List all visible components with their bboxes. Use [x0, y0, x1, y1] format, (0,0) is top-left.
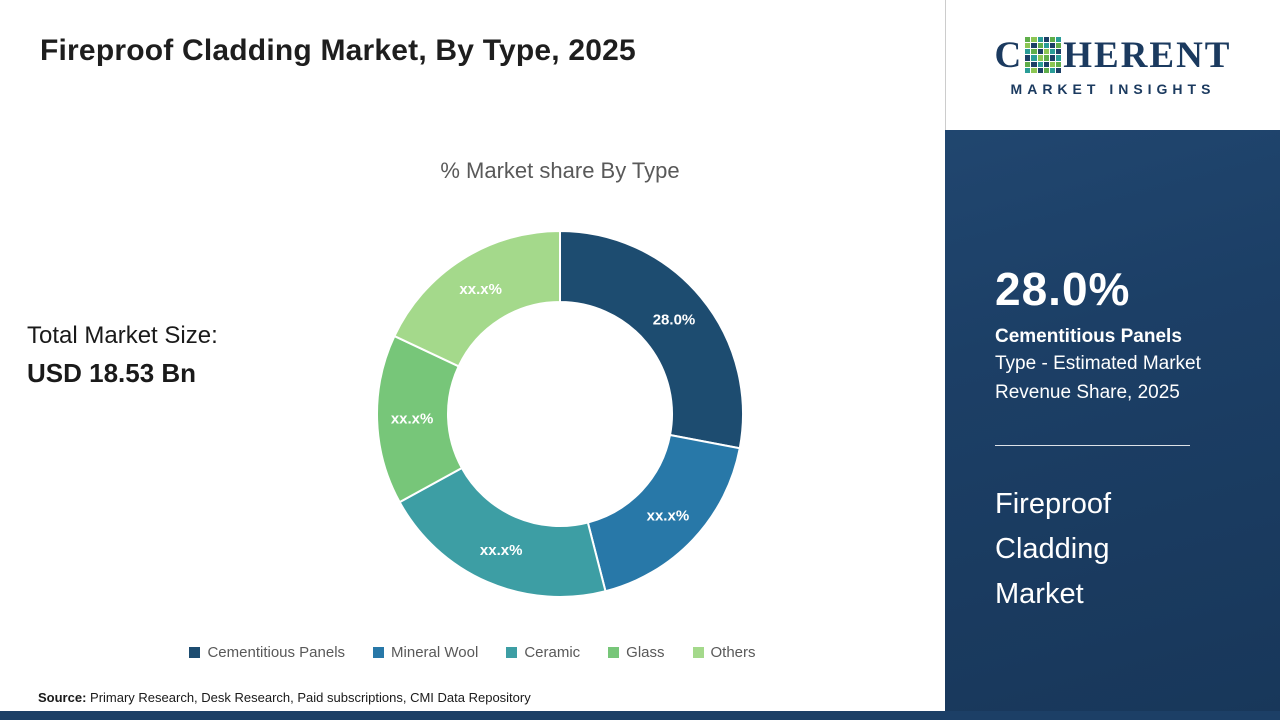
mosaic-cell: [1056, 37, 1062, 43]
donut-segment-label-mineral-wool: xx.x%: [647, 507, 690, 524]
right-sidebar: C HERENT MARKET INSIGHTS 28.0% Cementiti…: [945, 0, 1280, 720]
chart-legend: Cementitious Panels Mineral Wool Ceramic Gl…: [0, 644, 945, 661]
mosaic-cell: [1031, 43, 1037, 49]
mosaic-cell: [1049, 43, 1056, 49]
donut-segment-label-ceramic: xx.x%: [480, 542, 523, 559]
total-market-size-value: USD 18.53 Bn: [27, 358, 197, 388]
mosaic-cell: [1031, 67, 1037, 73]
legend-label-cementitious-panels: Cementitious Panels: [207, 644, 346, 661]
mosaic-cell: [1056, 43, 1062, 49]
mosaic-cell: [1043, 61, 1049, 67]
page-title: Fireproof Cladding Market, By Type, 2025: [40, 34, 636, 67]
legend-label-others: Others: [710, 644, 756, 661]
legend-label-glass: Glass: [626, 644, 665, 661]
mosaic-cell: [1056, 61, 1062, 67]
highlight-percentage: 28.0%: [995, 263, 1131, 315]
logo-letters-rest: HERENT: [1063, 34, 1232, 76]
legend-item-others: Others: [692, 644, 756, 661]
bottom-bar: [0, 711, 1280, 720]
mosaic-cell: [1056, 49, 1062, 55]
source-line: Source: Primary Research, Desk Research,…: [38, 690, 531, 705]
donut-segment-label-others: xx.x%: [459, 281, 502, 298]
mosaic-cell: [1025, 49, 1031, 55]
mosaic-cell: [1037, 43, 1043, 49]
legend-swatch-cementitious-panels: [189, 647, 201, 658]
mosaic-cell: [1031, 37, 1037, 43]
mosaic-cell: [1037, 49, 1043, 55]
mosaic-cell: [1031, 55, 1037, 61]
legend-label-mineral-wool: Mineral Wool: [391, 644, 479, 661]
donut-segment-ceramic: [398, 466, 607, 598]
mosaic-cell: [1043, 37, 1049, 43]
donut-segment-cementitious-panels: [559, 229, 744, 450]
total-market-size-block: Total Market Size: USD 18.53 Bn: [27, 322, 218, 389]
chart-subtitle: % Market share By Type: [440, 158, 680, 183]
sidebar-highlight: 28.0% Cementitious Panels Type - Estimat…: [995, 262, 1245, 617]
sidebar-market-name: Fireproof Cladding Market: [995, 488, 1112, 610]
mosaic-cell: [1043, 43, 1049, 49]
mosaic-cell: [1049, 49, 1056, 55]
logo-tagline: MARKET INSIGHTS: [1010, 80, 1216, 97]
mosaic-cell: [1025, 67, 1031, 73]
mosaic-cell: [1025, 43, 1031, 49]
mosaic-cell: [1049, 61, 1056, 67]
mosaic-cell: [1025, 55, 1031, 61]
chart-panel: Fireproof Cladding Market, By Type, 2025…: [0, 34, 945, 705]
donut-chart-svg: 28.0% xx.x% xx.x% xx.x% xx.x%: [376, 229, 744, 598]
highlight-segment-name: Cementitious Panels: [995, 326, 1182, 347]
donut-segment-others: [393, 229, 561, 368]
legend-swatch-glass: [608, 647, 620, 658]
total-market-size-label: Total Market Size:: [27, 322, 218, 349]
legend-swatch-ceramic: [506, 647, 518, 658]
legend-label-ceramic: Ceramic: [524, 644, 581, 661]
donut-segment-label-cementitious-panels: 28.0%: [653, 312, 696, 329]
coherent-logo-mosaic-icon: [1025, 37, 1062, 73]
source-label: Source:: [38, 690, 87, 705]
mosaic-cell: [1043, 49, 1049, 55]
mosaic-cell: [1025, 61, 1031, 67]
mosaic-cell: [1025, 37, 1031, 43]
mosaic-cell: [1037, 37, 1043, 43]
mosaic-cell: [1043, 67, 1049, 73]
legend-swatch-mineral-wool: [373, 647, 385, 658]
mosaic-cell: [1031, 61, 1037, 67]
donut-segment-label-glass: xx.x%: [391, 411, 434, 428]
highlight-description: Type - Estimated Market Revenue Share, 2…: [995, 353, 1201, 403]
mosaic-cell: [1037, 55, 1043, 61]
mosaic-cell: [1037, 61, 1043, 67]
legend-item-cementitious-panels: Cementitious Panels: [189, 644, 345, 661]
mosaic-cell: [1056, 67, 1062, 73]
logo-letter-c: C: [994, 34, 1024, 76]
mosaic-cell: [1049, 55, 1056, 61]
mosaic-cell: [1037, 67, 1043, 73]
source-text: Primary Research, Desk Research, Paid su…: [86, 690, 531, 705]
coherent-logo-wordmark: C HERENT: [995, 34, 1232, 77]
legend-swatch-others: [692, 647, 704, 658]
coherent-logo: C HERENT MARKET INSIGHTS: [945, 0, 1280, 130]
mosaic-cell: [1043, 55, 1049, 61]
mosaic-cell: [1049, 37, 1056, 43]
donut-chart: 28.0% xx.x% xx.x% xx.x% xx.x%: [370, 224, 750, 604]
legend-item-mineral-wool: Mineral Wool: [373, 644, 478, 661]
legend-item-ceramic: Ceramic: [506, 644, 580, 661]
sidebar-divider: [995, 445, 1190, 446]
mosaic-cell: [1056, 55, 1062, 61]
mosaic-cell: [1049, 67, 1056, 73]
mosaic-cell: [1031, 49, 1037, 55]
legend-item-glass: Glass: [608, 644, 665, 661]
